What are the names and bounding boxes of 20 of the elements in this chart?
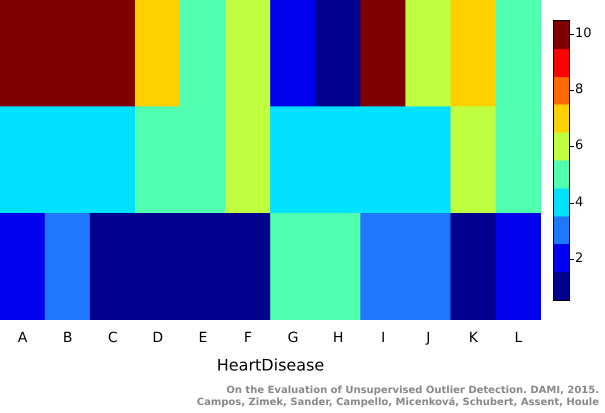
x-tick-label: F (244, 330, 252, 346)
x-tick-label: G (288, 330, 298, 346)
x-axis-title: HeartDisease (216, 356, 324, 375)
x-tick-label: C (108, 330, 118, 346)
x-tick-label: B (62, 330, 72, 346)
color-bar-label: 10 (575, 26, 592, 42)
x-tick-label: D (152, 330, 164, 346)
x-tick-label: K (468, 330, 479, 346)
x-tick-label: J (425, 330, 430, 346)
text: On the Evaluation of Unsupervised Outlier Detection. DAMI, 2015. (225, 385, 599, 397)
color-bar-label: 6 (575, 138, 584, 154)
x-tick-label: H (332, 330, 344, 346)
color-bar-label: 4 (575, 194, 584, 210)
x-tick-label: I (381, 330, 386, 346)
text: Campos, Zimek, Sander, Campello, Micenková, Schubert, Assent, Houle (196, 397, 599, 409)
color-bar-label: 8 (575, 82, 584, 98)
color-bar-label: 2 (575, 250, 584, 266)
x-tick-label: E (198, 330, 208, 346)
x-tick-label: L (514, 330, 523, 346)
x-tick-label: A (18, 330, 28, 346)
